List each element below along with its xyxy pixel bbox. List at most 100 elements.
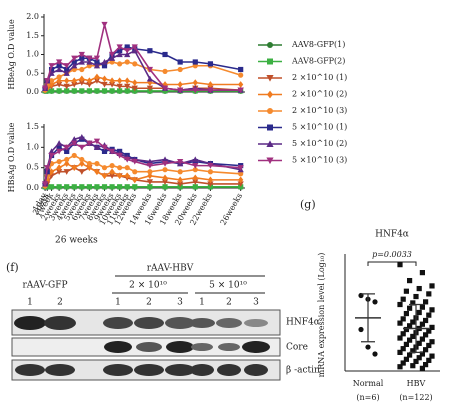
lane-label: 3: [177, 298, 183, 308]
point: [400, 296, 406, 302]
point: [117, 61, 123, 67]
point: [410, 348, 416, 354]
point: [108, 55, 116, 61]
point: [237, 87, 244, 94]
point: [56, 77, 62, 85]
point: [71, 81, 78, 88]
point: [101, 75, 108, 83]
point: [101, 58, 108, 65]
point: [86, 140, 93, 147]
band-label: HNF4α: [286, 318, 320, 328]
point: [101, 88, 108, 94]
point: [71, 59, 77, 65]
legend-label: 5 ×10^10 (3): [292, 156, 347, 165]
point: [78, 58, 85, 65]
point: [93, 62, 101, 69]
point: [207, 87, 214, 94]
point: [101, 81, 108, 88]
point: [403, 310, 409, 317]
point: [94, 73, 100, 81]
point: [108, 81, 116, 88]
point: [56, 81, 63, 88]
band-label: β -actin: [286, 366, 320, 376]
point: [124, 172, 130, 180]
point: [48, 81, 55, 88]
y-tick-label: 1.5: [26, 31, 39, 40]
point: [397, 335, 403, 341]
group-label: rAAV-HBV: [147, 264, 194, 274]
legend-label: AAV8-GFP(2): [291, 57, 345, 66]
point: [403, 341, 409, 348]
point: [56, 158, 62, 165]
point: [419, 365, 425, 371]
point: [124, 156, 131, 163]
chart-title: HNF4α: [375, 230, 409, 240]
legend-marker: [267, 124, 273, 131]
point: [397, 364, 403, 370]
point: [79, 160, 85, 167]
point: [429, 353, 435, 359]
point: [94, 168, 100, 176]
point: [397, 262, 403, 268]
point: [207, 176, 214, 184]
point: [407, 305, 413, 311]
point: [64, 160, 70, 167]
point: [403, 288, 409, 294]
point: [56, 148, 63, 155]
point: [101, 148, 108, 154]
x-tick-label: HBV: [407, 379, 426, 388]
point: [419, 270, 425, 276]
point: [108, 173, 116, 179]
point: [116, 51, 123, 58]
point: [86, 58, 93, 65]
point: [207, 169, 214, 175]
point: [44, 78, 51, 84]
point: [78, 80, 85, 86]
panel-label: (g): [300, 198, 316, 211]
point: [410, 333, 416, 340]
point: [117, 184, 123, 190]
point: [177, 66, 183, 73]
point: [423, 362, 429, 368]
point: [56, 144, 62, 150]
point: [429, 324, 435, 330]
point: [238, 66, 244, 73]
y-axis-label: HBeAg O.D value: [7, 19, 16, 90]
point: [101, 165, 108, 171]
lane-label: 1: [27, 298, 33, 308]
legend-marker: [267, 108, 273, 114]
point: [93, 78, 101, 84]
point: [192, 184, 198, 190]
point: [419, 351, 425, 357]
legend-label: 2 ×10^10 (3): [292, 106, 347, 115]
point: [146, 75, 154, 82]
legend-label: 5 ×10^10 (1): [292, 123, 347, 132]
y-tick-label: 2.0: [26, 12, 39, 21]
point: [56, 164, 62, 172]
point: [124, 51, 131, 58]
point: [41, 85, 49, 92]
point: [124, 48, 131, 54]
y-tick-label: 1.5: [26, 122, 39, 131]
point: [397, 349, 403, 355]
point: [146, 163, 154, 169]
point: [419, 336, 425, 342]
point: [162, 167, 168, 173]
point: [48, 148, 55, 154]
point: [147, 48, 153, 54]
point: [426, 312, 432, 318]
point: [124, 83, 131, 90]
point: [177, 81, 183, 88]
y-tick-label: 0.0: [26, 183, 39, 192]
point: [64, 148, 70, 154]
point: [410, 300, 416, 306]
point: [48, 184, 55, 190]
legend-marker: [267, 90, 273, 99]
legend-marker: [267, 58, 273, 65]
point: [117, 88, 123, 94]
point: [426, 328, 432, 334]
point: [79, 88, 85, 94]
point: [117, 48, 123, 54]
point: [132, 169, 138, 175]
